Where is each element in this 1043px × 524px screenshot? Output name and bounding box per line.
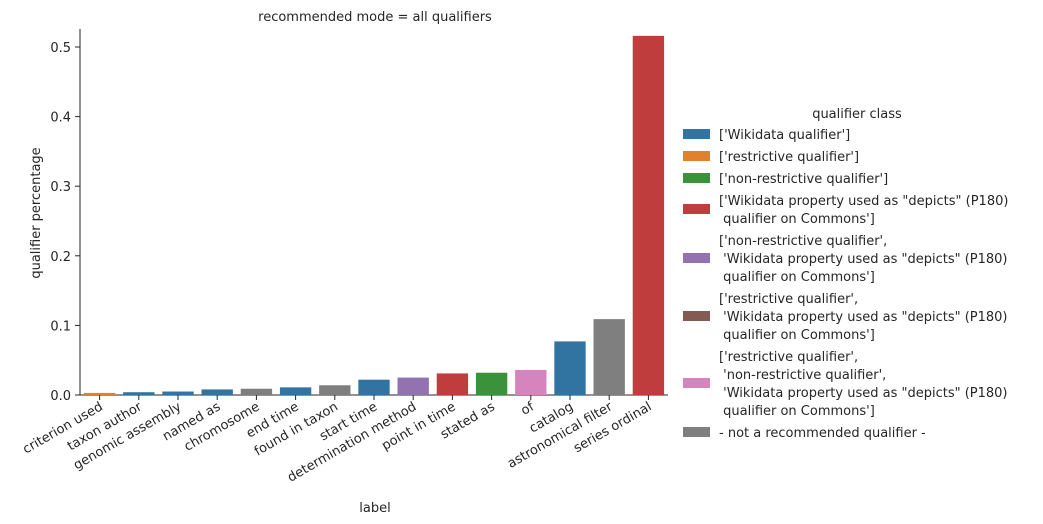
bar: [475, 372, 508, 395]
bar: [279, 387, 312, 395]
bar: [83, 392, 116, 395]
legend-entry: ['non-restrictive qualifier']: [719, 172, 888, 187]
y-axis-ticks: 0.0 0.1 0.2 0.3 0.4 0.5: [50, 41, 80, 404]
legend-entry: ['non-restrictive qualifier', 'Wikidata …: [719, 234, 1008, 285]
bar: [201, 389, 233, 395]
y-tick-label: 0.5: [50, 41, 71, 56]
legend-swatch: [683, 378, 710, 388]
y-tick-label: 0.2: [50, 250, 71, 265]
legend-entry: ['restrictive qualifier']: [719, 150, 859, 165]
legend-entry: ['restrictive qualifier', 'non-restricti…: [719, 350, 1008, 419]
bars: [83, 35, 665, 395]
x-tick-label: of: [518, 399, 537, 418]
chart-title: recommended mode = all qualifiers: [258, 10, 492, 25]
y-tick-label: 0.3: [50, 180, 71, 195]
legend: qualifier class ['Wikidata qualifier'] ['…: [683, 107, 1008, 441]
x-axis-label: label: [359, 501, 390, 516]
y-tick-label: 0.0: [50, 389, 71, 404]
bar: [319, 385, 351, 395]
bar: [515, 369, 547, 395]
y-tick-label: 0.4: [50, 111, 71, 126]
bar: [554, 341, 586, 395]
y-axis-label: qualifier percentage: [29, 147, 44, 278]
y-tick-label: 0.1: [50, 319, 71, 334]
legend-entry: ['Wikidata qualifier']: [719, 128, 850, 143]
bar: [162, 391, 194, 395]
bar: [436, 373, 469, 395]
bar: [397, 377, 429, 395]
legend-entry: ['Wikidata property used as "depicts" (P…: [719, 194, 1008, 227]
legend-swatch: [683, 427, 710, 437]
legend-title: qualifier class: [812, 107, 902, 122]
legend-swatch: [683, 151, 710, 161]
legend-entry: ['restrictive qualifier', 'Wikidata prop…: [719, 292, 1008, 343]
legend-swatch: [683, 311, 710, 321]
bar: [240, 388, 273, 395]
bar: [123, 392, 155, 395]
bar: [593, 319, 625, 395]
bar: [358, 379, 390, 395]
legend-swatch: [683, 253, 710, 263]
legend-entry: - not a recommended qualifier -: [719, 426, 926, 441]
legend-swatch: [683, 173, 710, 183]
legend-swatch: [683, 129, 710, 139]
bar: [632, 35, 665, 395]
legend-swatch: [683, 204, 710, 214]
